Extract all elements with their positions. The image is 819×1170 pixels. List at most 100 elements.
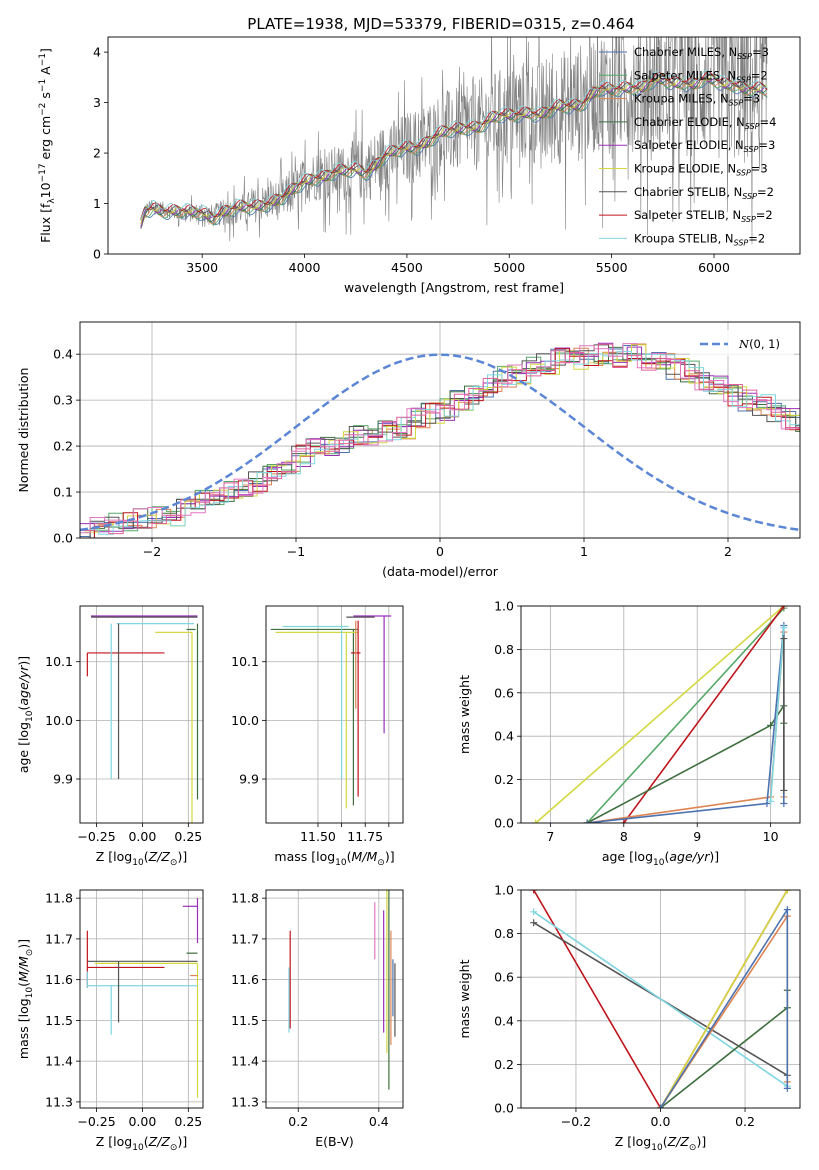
legend-label: Kroupa STELIB, NSSP=2 [634,231,765,247]
y-axis-title: mass weight [457,675,472,754]
histogram-step-1 [80,352,800,538]
weight-marker [767,721,775,729]
error-bars [86,898,199,1098]
grid-lines [266,890,403,1108]
histograms [80,342,800,538]
weight-marker [620,819,628,823]
axes-frame [520,605,801,824]
weight-marker [780,786,788,794]
weight-marker [780,799,788,807]
weight-marker [532,819,540,823]
y-tick-label: 11.7 [231,931,259,946]
weight-marker [780,624,788,632]
y-tick-label: 0.6 [494,970,514,985]
x-axis-title: age [log10(age/yr)] [602,849,719,868]
y-tick-label: 0.0 [53,531,73,546]
y-tick-label: 0.0 [494,1101,514,1116]
tick-group: −2 −1 0 1 2 0.0 0.1 0.2 0.3 0.4 [53,347,732,559]
weight-marker [780,635,788,643]
x-axis-title: Z [log10(Z/Z⊙)] [96,849,187,868]
x-tick-label: 0.4 [369,1114,389,1129]
y-tick-label: 0.4 [494,1013,514,1028]
histogram-step-4 [80,342,800,533]
x-tick-label: 0.25 [174,1114,202,1129]
y-tick-label: 0.8 [494,926,514,941]
y-axis-title: age [log10(age/yr)] [16,656,35,773]
spectrum-panel: 3500 4000 4500 5000 5500 6000 0 1 2 3 4 Chabrier MI… [38,36,801,295]
y-tick-label: 0.4 [53,347,73,362]
x-tick-label: −0.25 [77,1114,115,1129]
x-axis-title: mass [log10(M/M⊙)] [274,849,394,868]
weight-line-2 [533,911,788,1087]
histogram-step-9 [80,343,800,534]
y-axis-title: Flux [fλ10−17 erg cm−2 s−1 A−1] [38,48,57,243]
spectrum-lines [140,37,768,245]
y-tick-label: 11.5 [45,1013,73,1028]
legend-label: N(0, 1) [738,337,780,351]
weight-marker [783,1084,791,1092]
y-tick-label: 0.1 [53,485,73,500]
age-vs-mass-panel: 11.50 11.75 9.9 10.0 10.1 mass [log10(M/M⊙)] [231,605,404,868]
x-tick-label: 6000 [698,260,730,275]
weight-marker [783,906,791,914]
legend-label: Chabrier MILES, NSSP=3 [634,45,769,61]
error-bars [86,615,199,823]
x-axis-title: wavelength [Angstrom, rest frame] [344,280,564,295]
y-tick-label: 0.8 [494,642,514,657]
model-line-4 [140,76,768,228]
y-tick-label: 0.4 [494,729,514,744]
weight-line-2 [623,606,785,823]
histogram-step-6 [80,344,800,538]
y-tick-label: 2 [93,146,101,161]
axes-frame [520,889,801,1109]
histogram-step-8 [84,350,800,535]
legend-label: Kroupa MILES, NSSP=3 [634,92,760,108]
legend-label: Chabrier ELODIE, NSSP=4 [634,115,776,131]
weight-marker [763,799,771,807]
model-line-6 [140,73,768,221]
error-bars [288,890,396,1090]
x-tick-label: 8 [620,829,628,844]
x-axis-title: (data-model)/error [382,564,499,579]
weight-marker [767,797,775,805]
y-tick-label: 0.2 [494,1057,514,1072]
x-tick-label: 1 [580,544,588,559]
x-tick-label: 5500 [596,260,628,275]
grid-lines [80,606,203,823]
weight-marker [783,890,791,894]
histogram-step-7 [80,348,800,538]
mass-vs-EBV-panel: 0.2 0.4 11.3 11.4 11.5 11.6 11.7 11.8 E(B-V) [231,889,404,1149]
mass-weight-vs-Z-panel: −0.2 0.0 0.2 0.0 0.2 0.4 0.6 0.8 1.0 Z [log10(Z/Z… [457,883,801,1153]
y-tick-label: 11.3 [231,1094,259,1109]
error-bars [270,615,392,809]
x-axis-title: E(B-V) [315,1134,354,1149]
x-tick-label: 4500 [391,260,423,275]
y-tick-label: 9.9 [53,772,73,787]
axes-frame [265,605,404,824]
y-tick-label: 11.6 [231,972,259,987]
x-tick-label: 0.00 [128,829,156,844]
weight-line-6 [659,906,789,1108]
y-tick-label: 11.4 [45,1054,73,1069]
x-tick-label: −0.2 [561,1114,591,1129]
residuals-panel: −2 −1 0 1 2 0.0 0.1 0.2 0.3 0.4 N(0, 1) (data-model… [16,321,801,579]
figure-title: PLATE=1938, MJD=53379, FIBERID=0315, z=0… [247,15,634,33]
tick-group: 7 8 9 10 0.0 0.2 0.4 0.6 0.8 1.0 [494,599,779,845]
y-tick-label: 9.9 [239,772,259,787]
y-tick-label: 0 [93,247,101,262]
x-tick-label: 4000 [289,260,321,275]
weight-marker [530,890,538,894]
x-tick-label: 9 [693,829,701,844]
x-tick-label: −0.25 [77,829,115,844]
x-tick-label: 0.0 [651,1114,671,1129]
y-tick-label: 11.8 [45,891,73,906]
y-tick-label: 11.3 [45,1094,73,1109]
y-tick-label: 10.0 [231,713,259,728]
weight-lines [532,606,788,823]
weight-line-6 [769,627,785,802]
x-tick-label: −2 [143,544,161,559]
histogram-step-5 [84,344,800,533]
axes-frame [79,605,204,824]
y-tick-label: 11.4 [231,1054,259,1069]
